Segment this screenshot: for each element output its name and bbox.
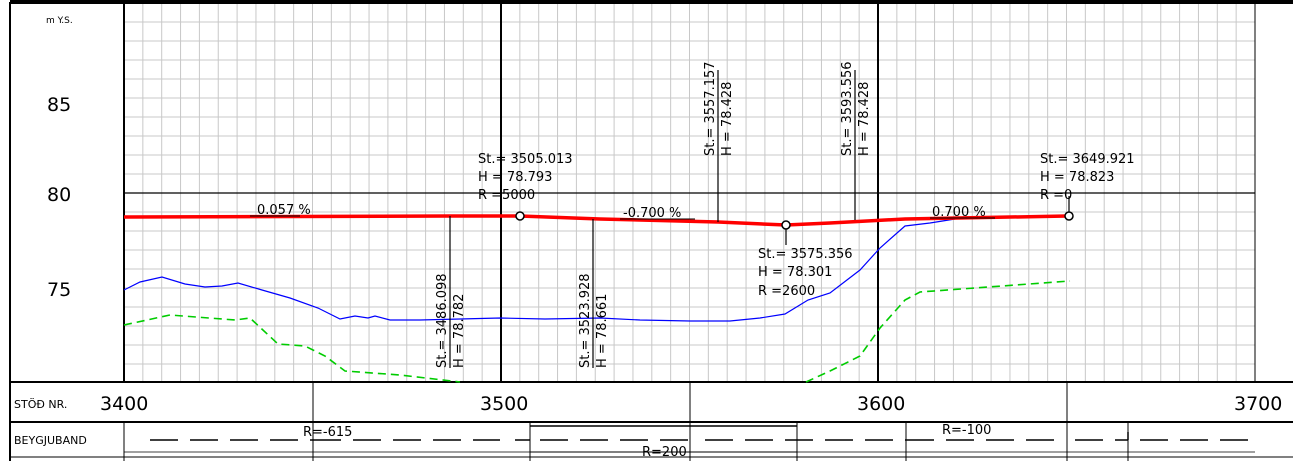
station-row-label: STÖÐ NR.: [14, 398, 67, 411]
leader-lines: [449, 70, 1070, 368]
vip-2-height: H = 78.301: [758, 265, 832, 280]
curve-label-3: R=-100: [942, 423, 991, 438]
grade-label-underlines: [250, 215, 995, 220]
vip-1-station: St.= 3505.013: [478, 152, 573, 167]
elevation-label-80: 80: [47, 184, 71, 206]
station-label-3400: 3400: [100, 393, 148, 415]
grade-label-1: 0.057 %: [257, 203, 311, 218]
elevation-label-85: 85: [47, 94, 71, 116]
station-label-3600: 3600: [857, 393, 905, 415]
point-3-height: H = 78.428: [720, 82, 735, 156]
vip-2-radius: R =2600: [758, 284, 815, 299]
point-2-height: H = 78.661: [595, 294, 610, 368]
point-1-station: St.= 3486.098: [435, 273, 450, 368]
grid-lines: [123, 2, 1256, 382]
curve-label-1: R=-615: [303, 425, 352, 440]
curve-row-label: BEYGJUBAND: [14, 434, 87, 447]
vip-1-height: H = 78.793: [478, 170, 552, 185]
elevation-label-75: 75: [47, 279, 71, 301]
vip-1-radius: R =5000: [478, 188, 535, 203]
curve-band-lines: [124, 425, 1255, 453]
vip-3-radius: R =0: [1040, 188, 1072, 203]
point-4-height: H = 78.428: [857, 82, 872, 156]
curve-label-2: R=200: [642, 445, 687, 460]
design-line-green-right: [805, 280, 1071, 383]
station-label-3500: 3500: [480, 393, 528, 415]
grade-label-3: 0.700 %: [932, 205, 986, 220]
vip-marker-2: [781, 220, 791, 230]
design-line-green: [123, 314, 461, 383]
existing-ground-line: [123, 218, 956, 322]
point-3-station: St.= 3557.157: [703, 61, 718, 156]
station-label-3700: 3700: [1234, 393, 1282, 415]
frame-lines: [9, 0, 1293, 461]
point-1-height: H = 78.782: [452, 294, 467, 368]
point-4-station: St.= 3593.556: [840, 61, 855, 156]
grade-label-2: -0.700 %: [623, 206, 681, 221]
units-label: m Y.S.: [46, 16, 73, 26]
vip-3-height: H = 78.823: [1040, 170, 1114, 185]
vip-2-station: St.= 3575.356: [758, 247, 853, 262]
vip-marker-1: [515, 211, 525, 221]
vip-marker-3: [1064, 211, 1074, 221]
vip-3-station: St.= 3649.921: [1040, 152, 1135, 167]
point-2-station: St.= 3523.928: [578, 273, 593, 368]
